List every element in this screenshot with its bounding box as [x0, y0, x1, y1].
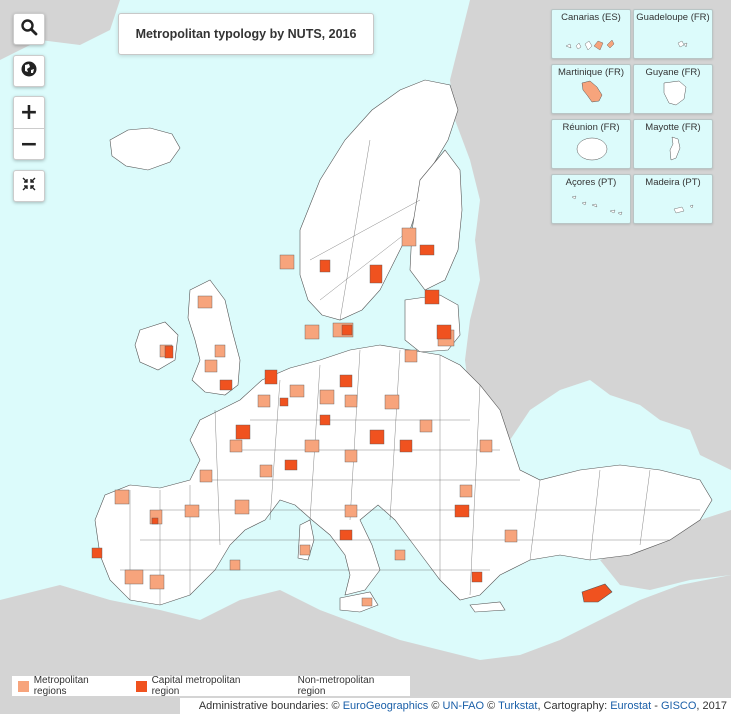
fullscreen-button[interactable]: [13, 170, 45, 202]
inset-reunion[interactable]: Réunion (FR): [551, 119, 631, 169]
inset-label: Réunion (FR): [562, 122, 620, 133]
inset-map: [673, 204, 694, 214]
legend-item-non-metropolitan: Non-metropolitan region: [281, 675, 402, 697]
gisco-link[interactable]: GISCO: [660, 700, 697, 712]
legend-label: Metropolitan regions: [33, 675, 89, 697]
attribution: Administrative boundaries: © EuroGeograp…: [180, 698, 731, 714]
turkstat-link[interactable]: Turkstat: [498, 700, 538, 712]
inset-label: Guadeloupe (FR): [636, 12, 710, 23]
map-title: Metropolitan typology by NUTS, 2016: [118, 13, 374, 55]
metropolitan-regions[interactable]: [114, 227, 518, 607]
inset-map: [669, 136, 681, 161]
search-button[interactable]: [13, 13, 45, 45]
iceland[interactable]: [109, 127, 181, 171]
legend-item-capital: Capital metropolitan region: [135, 675, 268, 697]
legend-swatch: [135, 680, 147, 692]
inset-map: [571, 195, 623, 216]
attribution-cartography: , Cartography:: [537, 700, 611, 712]
legend-swatch: [281, 680, 293, 692]
attribution-year: , 2017: [696, 700, 727, 712]
attribution-sep: ©: [484, 700, 499, 712]
zoom-in-button[interactable]: +: [14, 97, 44, 129]
inset-label: Guyane (FR): [645, 67, 701, 78]
unfao-link[interactable]: UN-FAO: [442, 700, 485, 712]
inset-guyane[interactable]: Guyane (FR): [633, 64, 713, 114]
search-icon: [20, 18, 38, 41]
attribution-sep: ©: [428, 700, 443, 712]
region-boundaries: [120, 139, 700, 605]
eurogeographics-link[interactable]: EuroGeographics: [342, 700, 429, 712]
inset-map: [581, 80, 603, 103]
inset-guadeloupe[interactable]: Guadeloupe (FR): [633, 9, 713, 59]
inset-label: Mayotte (FR): [645, 122, 701, 133]
inset-map: [663, 80, 687, 106]
eurostat-link[interactable]: Eurostat: [610, 700, 652, 712]
inset-map: [576, 137, 608, 161]
legend-label: Capital metropolitan region: [151, 675, 241, 697]
globe-icon: [20, 60, 38, 83]
zoom-control: + −: [13, 96, 45, 160]
attribution-prefix: Administrative boundaries: ©: [198, 700, 343, 712]
inset-martinique[interactable]: Martinique (FR): [551, 64, 631, 114]
globe-button[interactable]: [13, 55, 45, 87]
inset-label: Martinique (FR): [558, 67, 624, 78]
inset-label: Açores (PT): [565, 177, 617, 188]
inset-mayotte[interactable]: Mayotte (FR): [633, 119, 713, 169]
capital-metropolitan-regions[interactable]: [91, 244, 483, 583]
legend-label: Non-metropolitan region: [297, 675, 375, 697]
exit-fullscreen-icon: [21, 176, 37, 197]
inset-canarias[interactable]: Canarias (ES): [551, 9, 631, 59]
legend-swatch: [18, 680, 29, 692]
zoom-out-button[interactable]: −: [19, 132, 39, 157]
inset-label: Madeira (PT): [645, 177, 701, 188]
legend-item-metropolitan: Metropolitan regions: [18, 675, 122, 697]
attribution-dash: -: [651, 700, 661, 712]
inset-map: [565, 39, 615, 51]
inset-map: [677, 40, 688, 48]
inset-acores[interactable]: Açores (PT): [551, 174, 631, 224]
legend: Metropolitan regions Capital metropolita…: [12, 675, 410, 697]
inset-label: Canarias (ES): [561, 12, 621, 23]
inset-madeira[interactable]: Madeira (PT): [633, 174, 713, 224]
